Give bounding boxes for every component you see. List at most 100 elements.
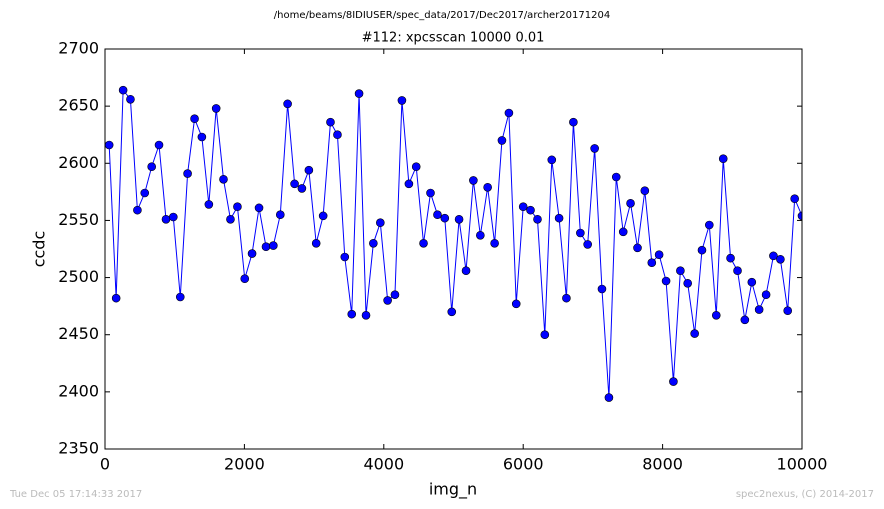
data-point: [204, 200, 214, 209]
y-tick-label: 2350: [58, 439, 99, 458]
x-tick-label: 0: [100, 455, 110, 474]
data-point: [547, 155, 557, 165]
data-point: [604, 393, 614, 402]
data-point: [297, 184, 307, 193]
data-point: [469, 176, 478, 185]
data-point: [347, 309, 357, 319]
plot-frame: [104, 48, 803, 450]
data-point: [504, 108, 514, 118]
data-point: [275, 210, 285, 220]
data-point: [397, 96, 407, 105]
data-point: [583, 240, 592, 249]
data-point: [383, 296, 392, 305]
data-point: [111, 293, 121, 303]
data-point: [640, 186, 650, 196]
data-point: [290, 179, 299, 189]
data-point: [511, 299, 521, 309]
data-point: [518, 202, 528, 212]
data-point: [254, 203, 264, 213]
suptitle: /home/beams/8IDIUSER/spec_data/2017/Dec2…: [274, 10, 610, 21]
data-point: [369, 238, 378, 248]
data-point: [426, 188, 435, 198]
y-tick-label: 2700: [58, 39, 99, 58]
footer-right: spec2nexus, (C) 2014-2017: [736, 489, 874, 500]
x-axis-label: img_n: [429, 480, 477, 500]
data-point: [490, 238, 499, 248]
x-tick-label: 8000: [642, 455, 683, 474]
data-point: [769, 251, 778, 261]
data-point: [683, 278, 692, 288]
data-point: [126, 94, 135, 104]
data-point: [304, 165, 314, 175]
data-point: [133, 205, 142, 215]
data-point: [140, 188, 150, 198]
data-point: [354, 89, 364, 98]
data-point: [161, 214, 171, 224]
data-point: [690, 329, 699, 338]
y-tick-label: 2450: [58, 324, 99, 343]
data-point: [269, 241, 278, 250]
data-point: [526, 205, 535, 215]
data-point: [476, 230, 485, 240]
data-point: [183, 169, 192, 178]
data-point: [776, 254, 785, 264]
data-point: [497, 136, 507, 145]
data-point: [569, 117, 578, 127]
data-point: [461, 266, 471, 276]
data-point: [340, 252, 350, 262]
data-point: [754, 305, 764, 314]
data-point: [311, 238, 321, 248]
data-point: [197, 132, 207, 142]
data-point: [618, 227, 628, 237]
data-point: [740, 315, 750, 325]
data-point: [419, 238, 428, 248]
data-point: [219, 174, 228, 184]
y-tick-label: 2650: [58, 96, 99, 115]
data-point: [433, 210, 442, 220]
data-point: [790, 194, 799, 204]
data-point: [733, 266, 742, 276]
data-point: [333, 130, 342, 140]
data-point: [611, 172, 621, 182]
data-point: [283, 99, 292, 109]
data-point: [411, 162, 421, 172]
y-tick-label: 2500: [58, 267, 99, 286]
data-point: [376, 218, 385, 228]
data-point: [247, 249, 257, 258]
data-point: [211, 104, 221, 113]
data-point: [190, 114, 199, 124]
data-point: [661, 276, 671, 286]
data-point: [261, 242, 271, 252]
data-point: [147, 162, 156, 172]
data-point: [175, 292, 185, 302]
data-point: [361, 310, 371, 320]
data-point: [654, 250, 664, 260]
x-tick-label: 10000: [777, 455, 828, 474]
data-point: [761, 290, 771, 300]
data-point: [154, 140, 164, 150]
data-point: [169, 212, 178, 222]
data-point: [797, 211, 802, 221]
data-point: [726, 253, 735, 263]
data-point: [105, 140, 114, 150]
data-point: [240, 274, 250, 284]
data-point: [533, 214, 542, 224]
data-point: [226, 214, 235, 224]
data-point: [118, 85, 128, 95]
data-point: [540, 330, 550, 340]
data-point: [440, 213, 450, 223]
data-point: [676, 266, 685, 276]
data-point: [711, 310, 721, 320]
data-point: [404, 179, 414, 189]
data-point: [633, 243, 642, 253]
x-tick-label: 4000: [363, 455, 404, 474]
y-tick-label: 2600: [58, 153, 99, 172]
y-axis-label: ccdc: [30, 231, 49, 268]
data-point: [669, 377, 678, 386]
data-point: [704, 220, 714, 230]
data-point: [697, 245, 707, 255]
data-point: [576, 228, 585, 238]
y-tick-label: 2550: [58, 210, 99, 229]
